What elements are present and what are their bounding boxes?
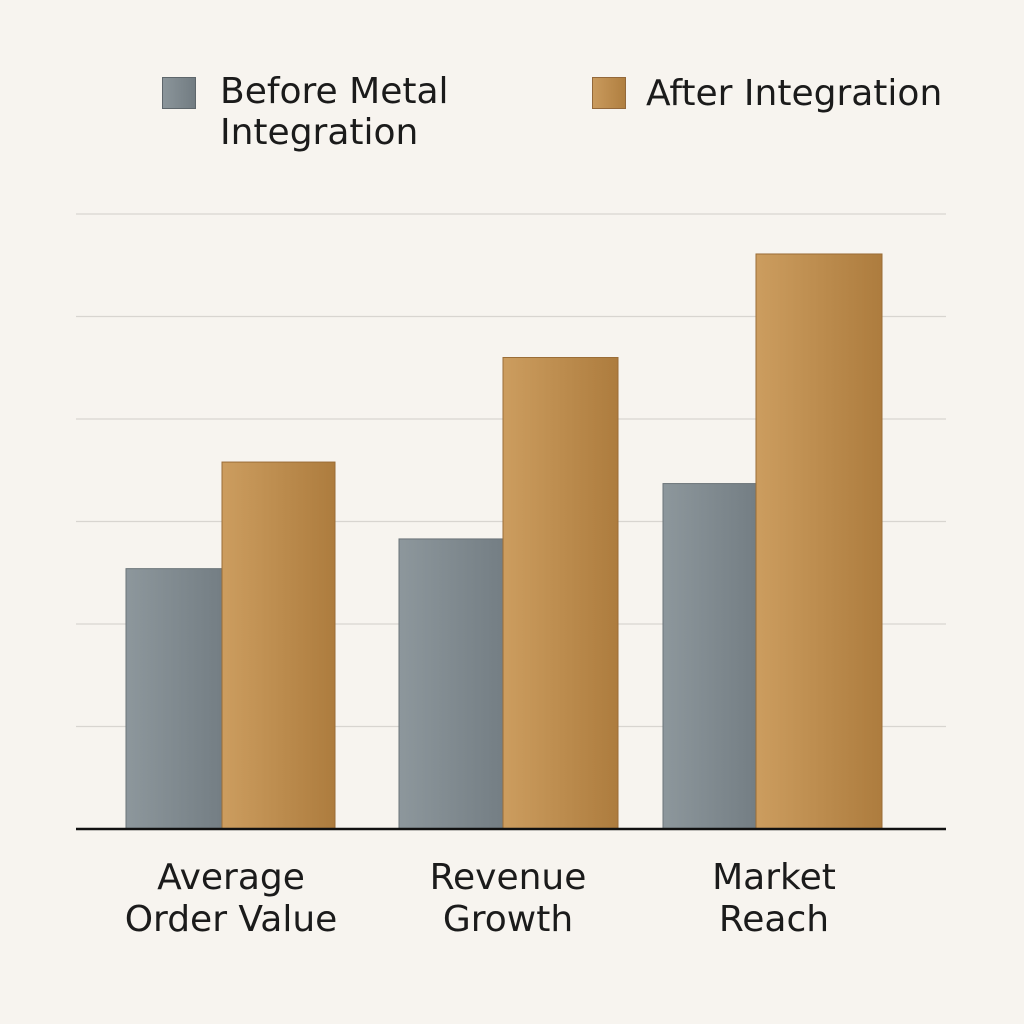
legend-label-before: Before Metal Integration xyxy=(220,71,449,153)
category-label-revenue-growth: Revenue Growth xyxy=(429,857,587,940)
bars xyxy=(125,253,883,830)
legend-swatch-after xyxy=(592,77,626,109)
bar-after-1 xyxy=(221,461,336,830)
bar-before-3 xyxy=(662,483,757,830)
bar-after-2 xyxy=(502,357,619,830)
category-label-average-order-value: Average Order Value xyxy=(124,857,338,940)
bar-before-2 xyxy=(398,538,504,830)
legend-label-after: After Integration xyxy=(646,73,943,114)
category-label-market-reach: Market Reach xyxy=(712,857,836,940)
legend-swatch-before xyxy=(162,77,196,109)
bar-before-1 xyxy=(125,568,223,830)
bar-after-3 xyxy=(755,253,883,830)
